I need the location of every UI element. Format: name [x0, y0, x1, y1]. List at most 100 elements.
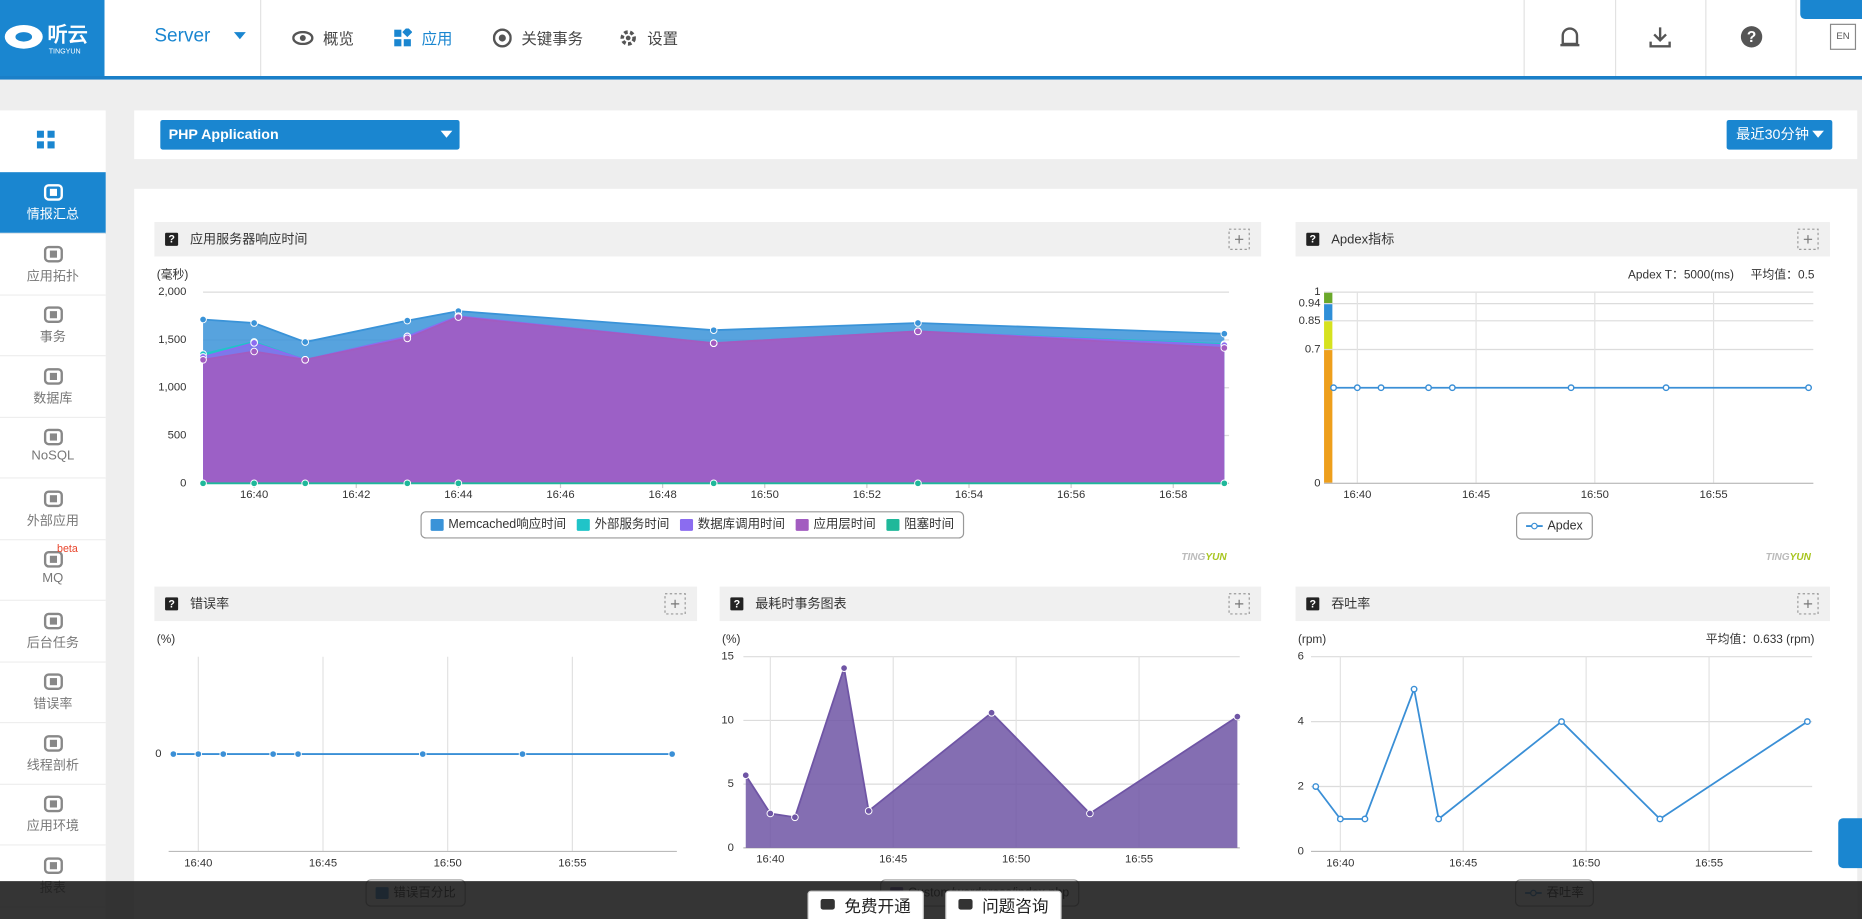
data-point: [1425, 384, 1433, 392]
data-point: [741, 771, 750, 780]
badge: beta: [57, 542, 78, 555]
data-point: [864, 807, 873, 815]
data-point: [1336, 815, 1344, 823]
data-point: [403, 334, 412, 343]
data-point: [1361, 815, 1369, 823]
panel-header: [719, 586, 1262, 622]
legend-label[interactable]: 阻塞时间: [904, 516, 954, 531]
sidebar-item[interactable]: 线程剖析: [0, 723, 106, 785]
lang-label: EN: [1836, 30, 1850, 42]
help-icon: [1306, 597, 1320, 611]
nav-tab[interactable]: 关键事务: [492, 26, 583, 49]
footer-button[interactable]: 问题咨询: [945, 890, 1062, 919]
product-select[interactable]: Server: [154, 26, 210, 47]
x-tick-label: 16:45: [1462, 489, 1490, 501]
sidebar-icon: [43, 489, 63, 507]
sidebar-label: 应用拓扑: [26, 268, 79, 284]
corner-badge[interactable]: [1800, 0, 1862, 19]
lang-switch[interactable]: EN: [1829, 23, 1857, 50]
top-nav: 听云 TINGYUN Server 概览 应用 关键事务 设置 ? EN: [0, 0, 1862, 80]
tab-label: 应用: [421, 29, 453, 48]
y-tick-label: 500: [168, 430, 187, 442]
sidebar: 情报汇总应用拓扑事务 数据库 NoSQL 外部应用 MQ beta 后台任务 错误率 线程剖析应…: [0, 110, 106, 919]
x-tick-label: 16:40: [240, 489, 268, 501]
watermark: TINGYUN: [1181, 552, 1227, 563]
nav-tab[interactable]: 设置: [619, 26, 678, 49]
sidebar-item[interactable]: NoSQL: [0, 417, 106, 479]
data-point: [454, 479, 463, 488]
sidebar-label: MQ: [42, 571, 64, 586]
footer-bar: 免费开通 问题咨询: [0, 881, 1862, 919]
sidebar-item[interactable]: 应用拓扑: [0, 233, 106, 296]
sidebar-icon: [43, 673, 63, 690]
y-axis-label: (%): [722, 632, 740, 646]
panel-header: [154, 586, 698, 622]
sidebar-item[interactable]: 外部应用: [0, 478, 106, 540]
data-point: [518, 750, 527, 758]
logo-mark: 听云 TINGYUN: [4, 24, 88, 55]
y-axis-label: (%): [157, 632, 175, 646]
sidebar-icon: [43, 245, 63, 262]
expand-button[interactable]: [1797, 593, 1819, 615]
help-icon: [165, 232, 179, 246]
chart-title: 错误率: [190, 596, 229, 611]
legend-label[interactable]: 应用层时间: [813, 516, 875, 531]
data-point: [1312, 783, 1320, 790]
apdex-zone: [1324, 320, 1333, 350]
sidebar-item[interactable]: 事务: [0, 295, 106, 357]
x-tick-label: 16:56: [1057, 489, 1085, 501]
legend-label[interactable]: Memcached响应时间: [448, 516, 566, 531]
time-select[interactable]: 最近30分钟: [1726, 119, 1833, 150]
data-point: [219, 750, 228, 758]
data-point: [766, 809, 775, 818]
data-point: [250, 347, 258, 356]
sidebar-item[interactable]: 后台任务: [0, 600, 106, 663]
nav-tab[interactable]: 应用: [393, 26, 452, 49]
menu-icon[interactable]: [36, 130, 56, 150]
chat-tab[interactable]: [1838, 818, 1862, 869]
x-tick-label: 16:48: [649, 489, 677, 501]
help-icon[interactable]: ?: [1740, 25, 1764, 49]
sidebar-item[interactable]: MQ beta: [0, 539, 106, 601]
data-point: [301, 338, 309, 346]
nav-tab[interactable]: 概览: [292, 26, 354, 49]
time-range: 最近30分钟: [1736, 125, 1809, 143]
footer-button[interactable]: 免费开通: [807, 890, 924, 919]
data-point: [199, 479, 207, 488]
sidebar-item[interactable]: 数据库: [0, 356, 106, 418]
data-point: [403, 479, 412, 488]
data-point: [1567, 384, 1575, 392]
help-mark: ?: [1310, 234, 1317, 246]
expand-button[interactable]: [1797, 228, 1819, 250]
legend-label[interactable]: Apdex: [1547, 518, 1583, 532]
sidebar-icon: [43, 856, 63, 874]
data-point: [1656, 815, 1664, 823]
data-point: [301, 356, 309, 364]
expand-button[interactable]: [664, 593, 686, 615]
legend-label[interactable]: 数据库调用时间: [698, 516, 785, 531]
sidebar-item[interactable]: 情报汇总: [0, 172, 106, 234]
logo[interactable]: 听云 TINGYUN: [0, 0, 105, 76]
data-point: [914, 327, 922, 336]
app-select[interactable]: PHP Application: [160, 119, 460, 150]
alert-icon[interactable]: [1558, 25, 1582, 49]
sidebar-icon: [43, 612, 63, 629]
expand-button[interactable]: [1228, 593, 1250, 615]
x-tick-label: 16:55: [1125, 854, 1153, 866]
area-fill: [745, 668, 1238, 848]
separator: [1523, 0, 1525, 76]
x-tick-label: 16:45: [879, 854, 907, 866]
x-tick-label: 16:50: [1572, 857, 1600, 869]
y-tick-label: 15: [721, 651, 734, 663]
expand-button[interactable]: [1228, 228, 1250, 250]
legend: Apdex: [1516, 512, 1593, 540]
data-point: [709, 339, 718, 347]
download-icon[interactable]: [1648, 25, 1672, 49]
sidebar-item[interactable]: 应用环境: [0, 784, 106, 846]
x-tick-label: 16:52: [853, 489, 881, 501]
x-tick-label: 16:45: [1449, 857, 1477, 869]
data-point: [1233, 712, 1242, 721]
data-point: [668, 750, 676, 758]
sidebar-item[interactable]: 错误率: [0, 661, 106, 724]
legend-label[interactable]: 外部服务时间: [595, 516, 670, 531]
